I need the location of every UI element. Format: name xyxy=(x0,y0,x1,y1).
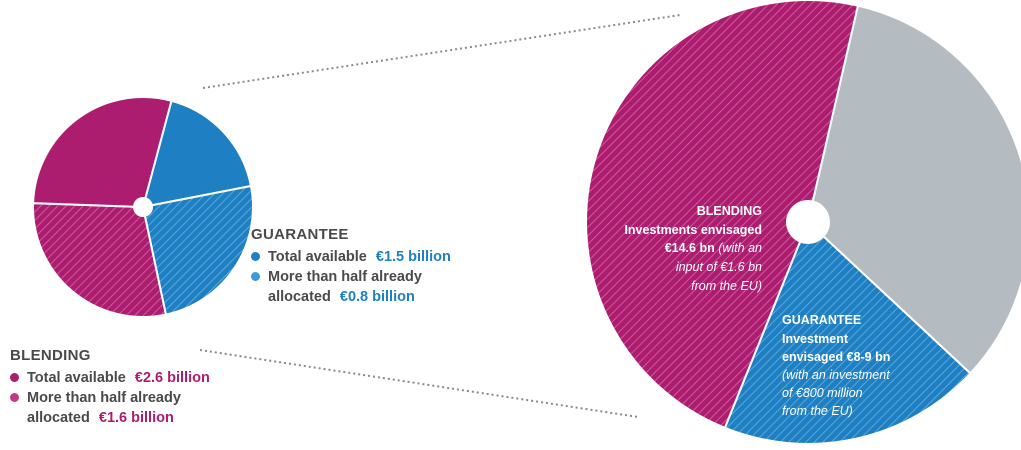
small-pie-slice-blending-total xyxy=(32,96,173,209)
guarantee-allocated-text2: allocated xyxy=(268,289,331,305)
big-pie-guarantee-label: GUARANTEE Investment envisaged €8-9 bn (… xyxy=(782,313,890,418)
connector-line-top xyxy=(202,14,681,89)
big-blending-line2: €14.6 bn (with an xyxy=(665,241,762,255)
blending-allocated-text1: More than half already xyxy=(27,390,181,406)
small-pie-slice-blending-allocated xyxy=(32,202,168,318)
guarantee-total-text: Total available xyxy=(268,249,367,265)
guarantee-legend-title: GUARANTEE xyxy=(251,226,349,243)
big-pie-slice-remainder xyxy=(806,4,1021,375)
guarantee-total-value: €1.5 billion xyxy=(375,249,451,265)
big-guarantee-title: GUARANTEE xyxy=(782,313,861,327)
big-blending-line4: from the EU) xyxy=(691,279,762,293)
guarantee-allocated-dot xyxy=(251,272,260,281)
small-pie xyxy=(32,96,254,318)
big-guarantee-line5: from the EU) xyxy=(782,404,853,418)
small-pie-slice-guarantee-allocated xyxy=(141,184,254,316)
big-pie-center-hole xyxy=(786,200,830,244)
big-guarantee-line1: Investment xyxy=(782,332,849,346)
blending-allocated-dot xyxy=(10,393,19,402)
guarantee-allocated-value: €0.8 billion xyxy=(339,289,415,305)
guarantee-legend: GUARANTEE Total available €1.5 billion M… xyxy=(251,226,451,307)
big-blending-line1: Investments envisaged xyxy=(624,223,762,237)
big-blending-amount: €14.6 bn xyxy=(665,241,715,255)
small-pie-center-hole xyxy=(133,197,153,217)
big-pie-blending-label: BLENDING Investments envisaged €14.6 bn … xyxy=(624,204,762,293)
guarantee-total-dot xyxy=(251,252,260,261)
blending-legend: BLENDING Total available €2.6 billion Mo… xyxy=(10,347,210,428)
big-guarantee-line4: of €800 million xyxy=(782,386,863,400)
blending-allocated-text2: allocated xyxy=(27,410,90,426)
big-guarantee-line3: (with an investment xyxy=(782,368,890,382)
blending-total-value: €2.6 billion xyxy=(134,370,210,386)
blending-legend-row-total: Total available €2.6 billion xyxy=(10,368,210,388)
blending-total-text: Total available xyxy=(27,370,126,386)
guarantee-legend-row-allocated: More than half already allocated €0.8 bi… xyxy=(251,267,451,307)
big-blending-title: BLENDING xyxy=(697,204,762,218)
blending-legend-row-allocated: More than half already allocated €1.6 bi… xyxy=(10,388,210,428)
big-blending-line3: input of €1.6 bn xyxy=(676,260,762,274)
guarantee-legend-row-total: Total available €1.5 billion xyxy=(251,247,451,267)
big-blending-note-start: (with an xyxy=(718,241,762,255)
blending-legend-title: BLENDING xyxy=(10,347,91,364)
small-pie-slice-guarantee-total xyxy=(141,99,253,209)
big-pie xyxy=(585,0,1021,445)
guarantee-allocated-text1: More than half already xyxy=(268,269,422,285)
big-guarantee-line2: envisaged €8-9 bn xyxy=(782,350,890,364)
big-pie-slice-blending xyxy=(585,0,860,430)
connector-line-bottom xyxy=(199,349,639,418)
blending-total-dot xyxy=(10,373,19,382)
blending-allocated-value: €1.6 billion xyxy=(98,410,174,426)
